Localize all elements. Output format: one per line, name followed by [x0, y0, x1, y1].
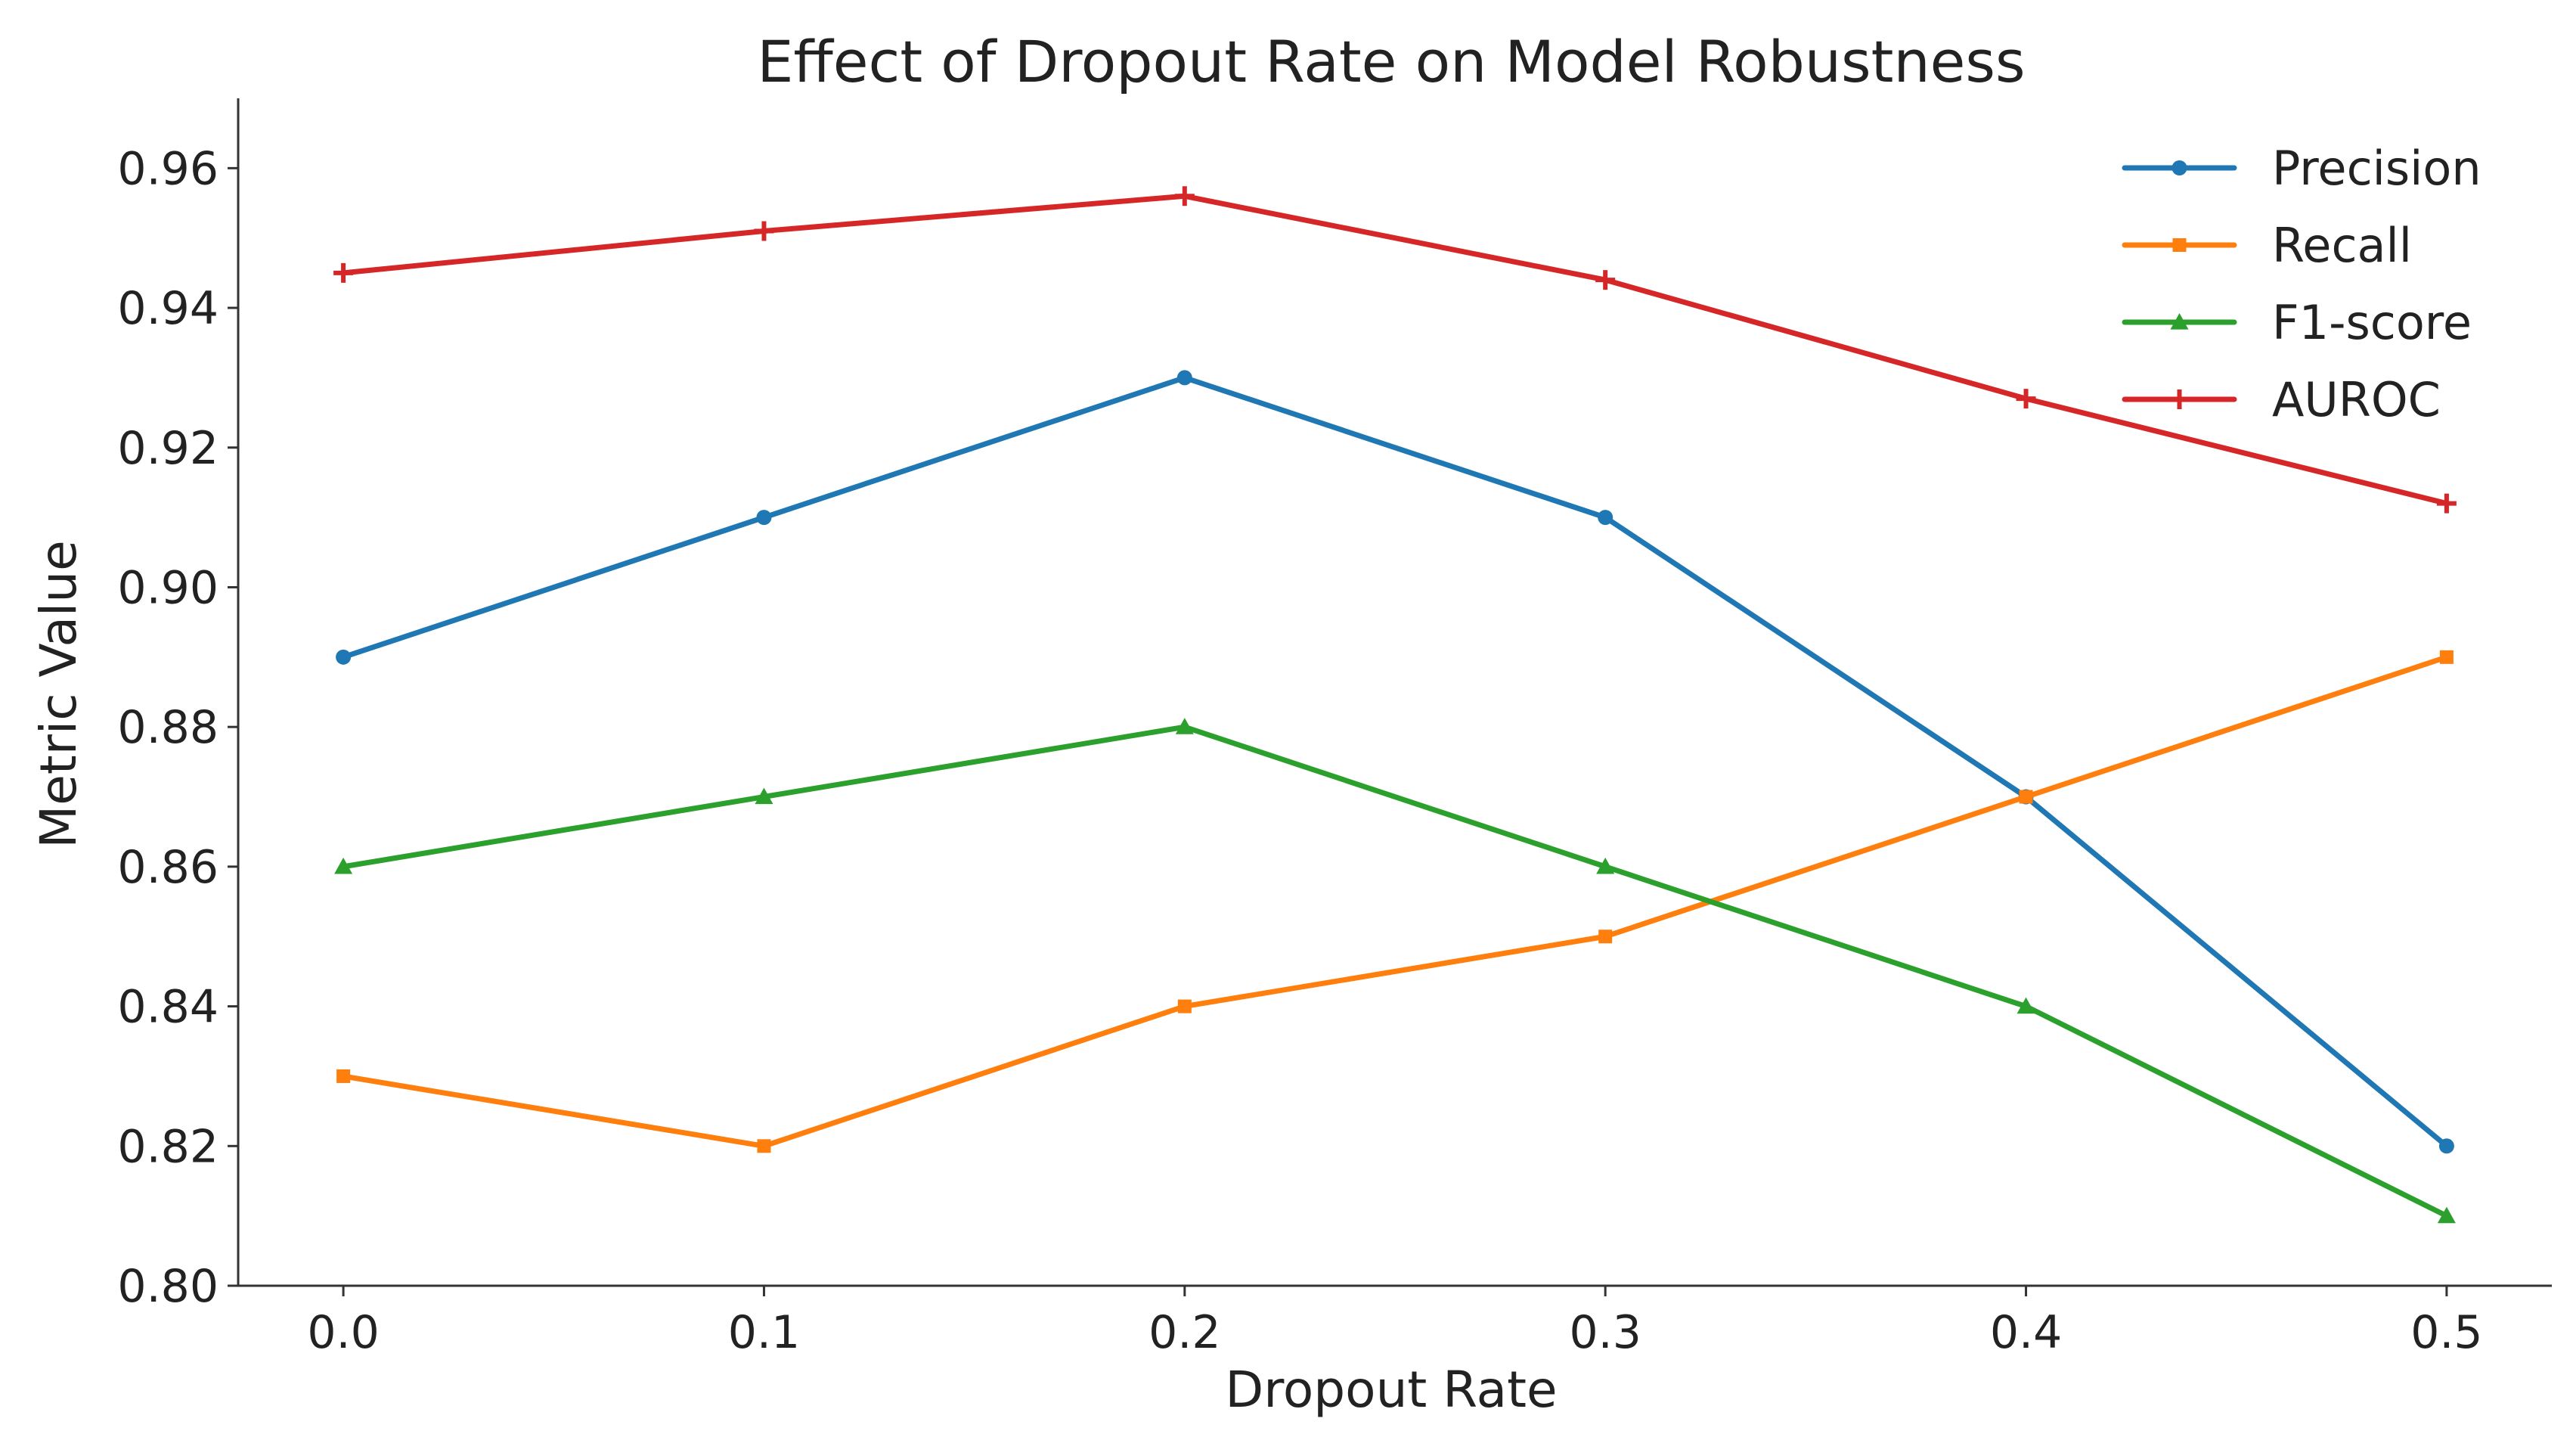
legend-label-precision: Precision [2272, 141, 2481, 196]
data-point-recall [757, 1139, 771, 1153]
x-axis-title: Dropout Rate [1225, 1361, 1557, 1419]
data-point-auroc [2016, 389, 2036, 409]
axes: 0.80 0.82 0.84 0.86 0.88 0.90 0.92 0.94 0.96 0.0 0… [117, 98, 2552, 1359]
data-point-f1-score [2437, 1206, 2456, 1224]
data-point-f1-score [1596, 857, 1615, 874]
data-point-f1-score [334, 857, 353, 874]
legend-item-recall: Recall [2122, 218, 2412, 273]
series-layer [333, 186, 2457, 1224]
data-point-auroc [754, 221, 774, 241]
legend-marker-precision [2171, 160, 2187, 175]
data-point-precision [1598, 510, 1613, 526]
data-point-auroc [1595, 270, 1616, 290]
data-point-f1-score [755, 787, 773, 805]
legend-marker-auroc [2169, 390, 2190, 409]
series-line-f1-score [340, 724, 2450, 1219]
x-tick-label: 0.2 [1149, 1306, 1220, 1359]
data-point-auroc [333, 262, 354, 283]
data-point-precision [1176, 370, 1192, 386]
data-point-recall [2439, 650, 2454, 664]
y-tick-label: 0.80 [117, 1260, 219, 1313]
y-tick-label: 0.86 [117, 841, 219, 894]
x-tick-label: 0.3 [1569, 1306, 1641, 1359]
series-auroc [333, 186, 2457, 514]
data-point-precision [336, 649, 352, 665]
y-tick-label: 0.94 [117, 282, 219, 335]
data-point-precision [2438, 1138, 2454, 1154]
legend-item-precision: Precision [2122, 141, 2481, 196]
y-tick-label: 0.90 [117, 561, 219, 614]
series-f1-score [334, 718, 2456, 1224]
x-tick-label: 0.1 [728, 1306, 800, 1359]
x-tick-label: 0.5 [2410, 1306, 2482, 1359]
data-point-f1-score [1175, 718, 1194, 734]
data-point-recall [1598, 930, 1613, 944]
data-point-auroc [1174, 186, 1195, 206]
data-point-auroc [2436, 493, 2457, 514]
y-tick-label: 0.84 [117, 981, 219, 1034]
data-point-recall [2019, 790, 2033, 804]
series-line-precision [340, 374, 2450, 1149]
data-point-f1-score [2016, 997, 2035, 1014]
chart-title: Effect of Dropout Rate on Model Robustne… [757, 28, 2025, 95]
series-recall [336, 650, 2454, 1153]
legend-label-auroc: AUROC [2272, 372, 2441, 427]
data-point-precision [756, 510, 772, 526]
y-tick-label: 0.96 [117, 142, 219, 195]
x-tick-label: 0.4 [1990, 1306, 2062, 1359]
series-line-auroc [340, 193, 2450, 507]
legend-label-f1-score: F1-score [2272, 295, 2472, 350]
legend: Precision Recall F1-score AUROC [2122, 141, 2481, 427]
y-tick-label: 0.88 [117, 701, 219, 754]
data-point-recall [1177, 999, 1192, 1013]
data-point-recall [336, 1069, 351, 1083]
legend-item-f1-score: F1-score [2122, 295, 2472, 350]
legend-label-recall: Recall [2272, 218, 2412, 273]
y-tick-label: 0.92 [117, 422, 219, 475]
x-tick-label: 0.0 [307, 1306, 379, 1359]
legend-marker-f1-score [2170, 313, 2189, 330]
y-axis-title: Metric Value [29, 540, 88, 848]
y-tick-label: 0.82 [117, 1120, 219, 1173]
series-line-recall [340, 654, 2450, 1149]
legend-item-auroc: AUROC [2122, 372, 2441, 427]
legend-marker-recall [2172, 238, 2187, 252]
